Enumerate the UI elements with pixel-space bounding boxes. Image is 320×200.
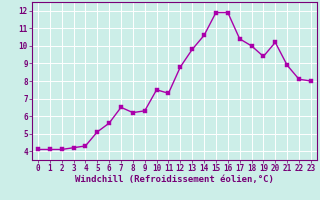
X-axis label: Windchill (Refroidissement éolien,°C): Windchill (Refroidissement éolien,°C): [75, 175, 274, 184]
